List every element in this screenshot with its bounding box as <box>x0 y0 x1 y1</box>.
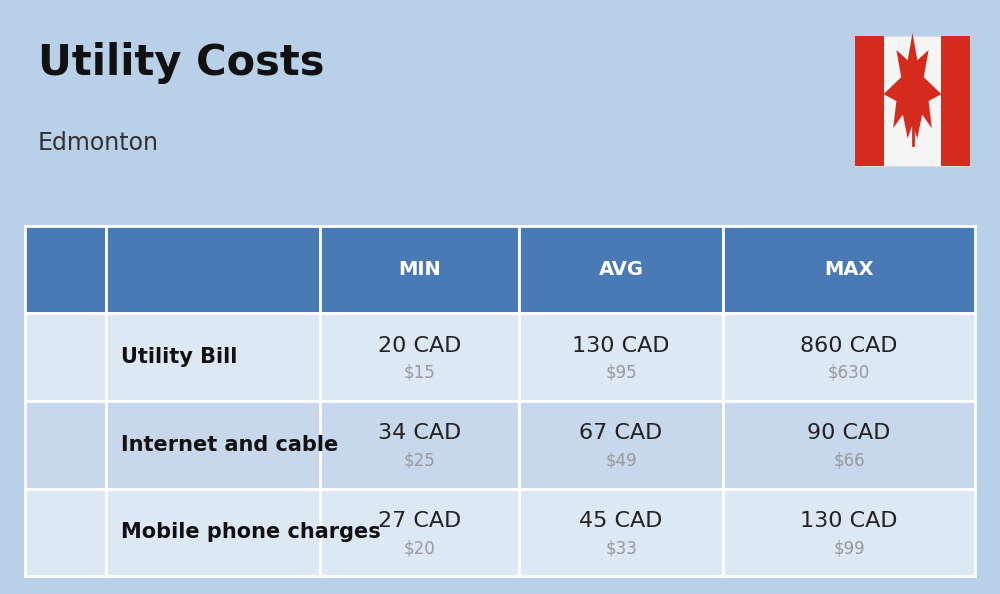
Bar <box>29 495 102 569</box>
Text: 90 CAD: 90 CAD <box>807 424 891 443</box>
Bar <box>723 401 975 488</box>
Bar <box>29 408 102 482</box>
Text: $99: $99 <box>833 539 865 557</box>
Text: $20: $20 <box>403 539 435 557</box>
Bar <box>320 401 519 488</box>
Text: $95: $95 <box>605 364 637 382</box>
Bar <box>320 314 519 401</box>
Text: $49: $49 <box>605 451 637 469</box>
Polygon shape <box>884 33 941 138</box>
Bar <box>29 320 102 394</box>
Bar <box>723 226 975 314</box>
Bar <box>106 488 320 576</box>
Bar <box>25 314 106 401</box>
Bar <box>519 314 723 401</box>
Bar <box>941 36 970 166</box>
Text: Utility Costs: Utility Costs <box>38 42 324 84</box>
Text: AVG: AVG <box>599 260 644 279</box>
Text: 27 CAD: 27 CAD <box>378 511 461 531</box>
Text: MAX: MAX <box>824 260 874 279</box>
Bar <box>25 226 106 314</box>
Text: Utility Bill: Utility Bill <box>121 347 237 367</box>
Text: $66: $66 <box>833 451 865 469</box>
Text: 67 CAD: 67 CAD <box>579 424 663 443</box>
Bar <box>519 226 723 314</box>
Text: 45 CAD: 45 CAD <box>579 511 663 531</box>
Bar <box>106 401 320 488</box>
Text: 34 CAD: 34 CAD <box>378 424 461 443</box>
Bar <box>106 314 320 401</box>
Bar <box>519 488 723 576</box>
Text: $33: $33 <box>605 539 637 557</box>
Bar <box>855 36 884 166</box>
Bar <box>519 401 723 488</box>
FancyBboxPatch shape <box>28 499 103 566</box>
Bar <box>25 488 106 576</box>
Text: $630: $630 <box>828 364 870 382</box>
Text: 860 CAD: 860 CAD <box>800 336 898 356</box>
FancyBboxPatch shape <box>28 411 103 478</box>
Text: Internet and cable: Internet and cable <box>121 435 338 455</box>
Bar <box>106 226 320 314</box>
Text: 130 CAD: 130 CAD <box>572 336 670 356</box>
Text: 130 CAD: 130 CAD <box>800 511 898 531</box>
Text: 20 CAD: 20 CAD <box>378 336 461 356</box>
Bar <box>723 314 975 401</box>
Bar <box>320 226 519 314</box>
Text: Edmonton: Edmonton <box>38 131 159 154</box>
Bar <box>25 401 106 488</box>
Text: MIN: MIN <box>398 260 441 279</box>
FancyBboxPatch shape <box>28 324 103 391</box>
Text: $15: $15 <box>403 364 435 382</box>
Text: $25: $25 <box>403 451 435 469</box>
Bar <box>855 36 970 166</box>
Text: Mobile phone charges: Mobile phone charges <box>121 522 380 542</box>
Bar <box>723 488 975 576</box>
Bar <box>320 488 519 576</box>
